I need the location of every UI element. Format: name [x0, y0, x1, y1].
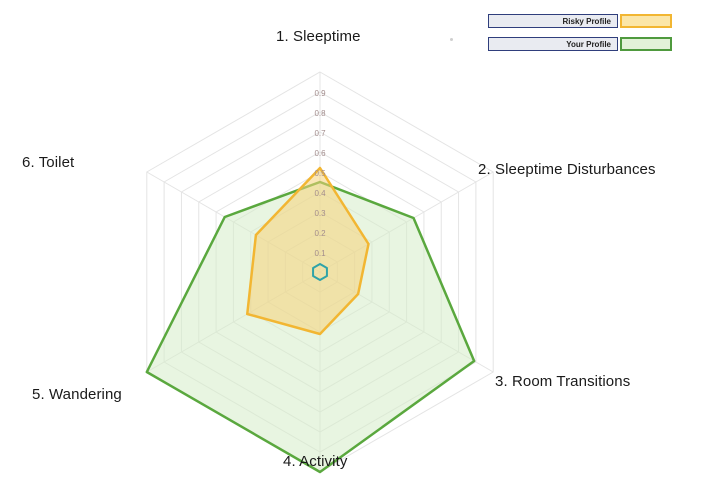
axis-label-sleeptime: 1. Sleeptime: [276, 28, 361, 45]
axis-label-room-transitions: 3. Room Transitions: [495, 373, 631, 390]
tick-label: 0.9: [314, 89, 326, 98]
axis-label-wandering: 5. Wandering: [32, 386, 122, 403]
tick-label: 0.8: [314, 109, 326, 118]
legend-marker-dot: [450, 38, 453, 41]
legend-label-risky-profile: Risky Profile: [488, 14, 618, 28]
legend-swatch-your-profile: [620, 37, 672, 51]
axis-label-sleeptime-disturbances: 2. Sleeptime Disturbances: [478, 161, 656, 178]
legend-swatch-risky-profile: [620, 14, 672, 28]
legend-label-your-profile: Your Profile: [488, 37, 618, 51]
tick-label: 0.4: [314, 189, 326, 198]
series-polygon-risky-profile: [246, 166, 370, 336]
series-polygon-center-marker: [312, 263, 328, 281]
tick-label: 0.3: [314, 209, 326, 218]
tick-label: 0.1: [314, 249, 326, 258]
axis-label-toilet: 6. Toilet: [22, 154, 75, 171]
tick-label: 0.2: [314, 229, 326, 238]
axis-label-activity: 4. Activity: [283, 453, 348, 470]
tick-label: 0.7: [314, 129, 326, 138]
chart-legend: Risky Profile Your Profile: [450, 8, 690, 84]
tick-label: 0.6: [314, 149, 326, 158]
tick-label: 0.5: [314, 169, 326, 178]
